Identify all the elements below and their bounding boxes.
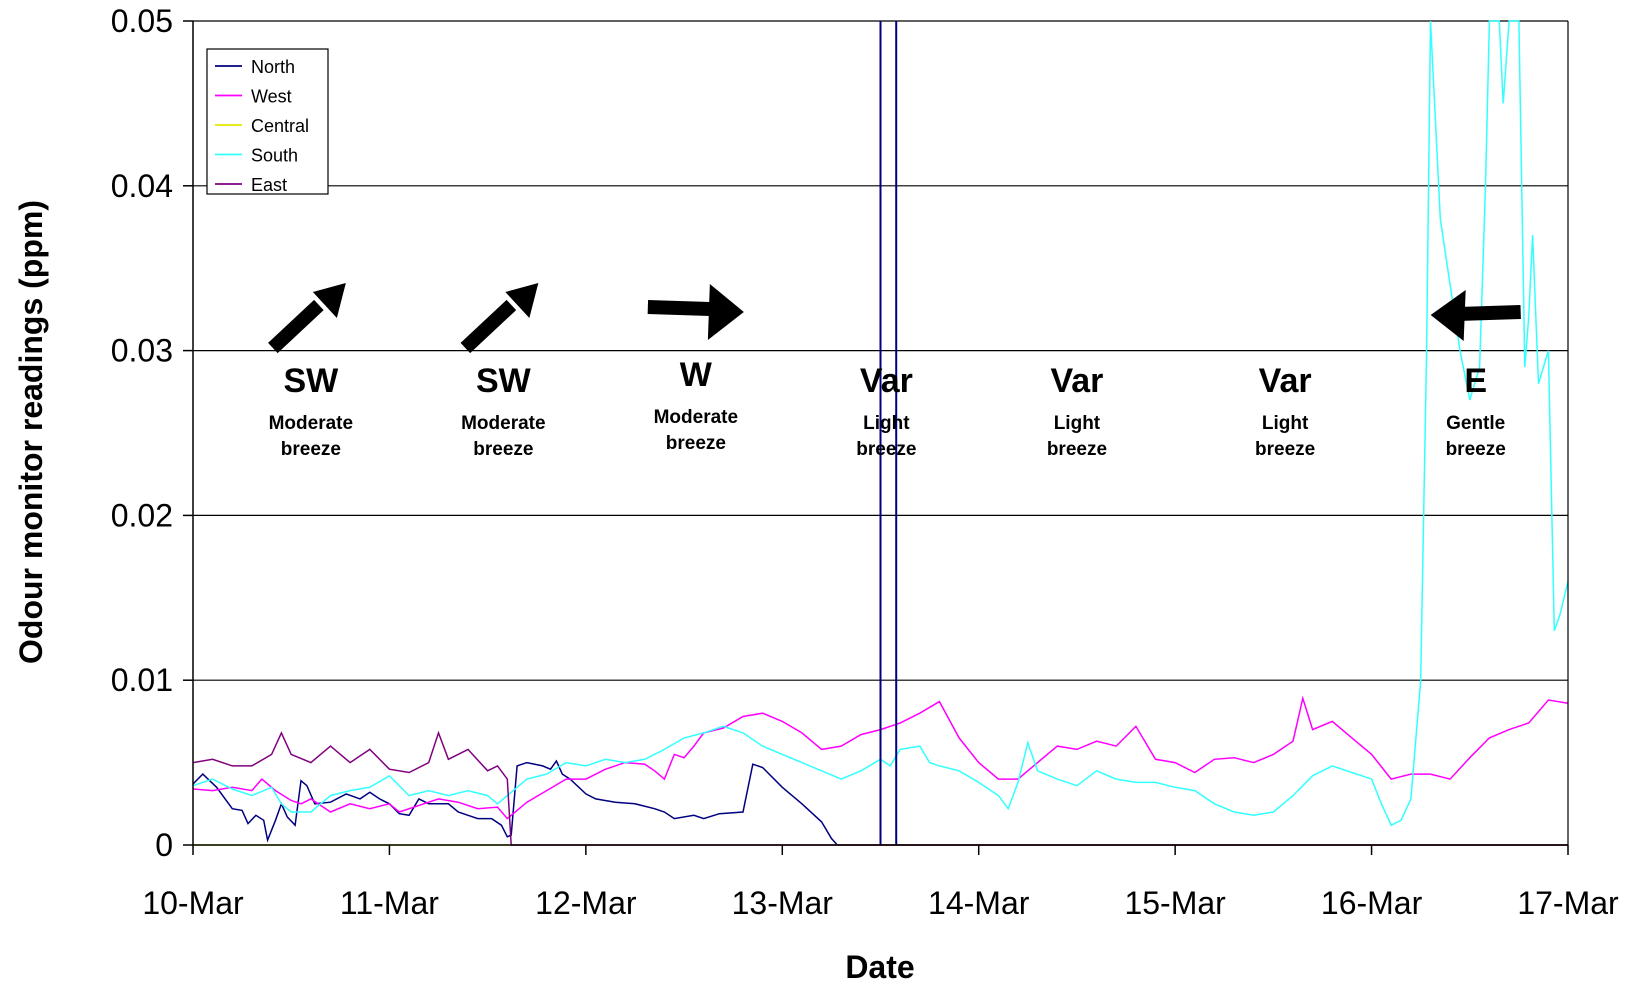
wind-description-line1: Light <box>863 413 910 434</box>
wind-annotation: Var Light breeze <box>1255 362 1315 460</box>
wind-arrow-shaft <box>647 300 711 316</box>
wind-description-line1: Gentle <box>1446 413 1505 434</box>
x-tick-label: 16-Mar <box>1321 885 1423 921</box>
x-tick-label: 10-Mar <box>142 885 244 921</box>
wind-description-line1: Light <box>1262 413 1309 434</box>
series-line-north <box>192 759 1568 846</box>
wind-description-line2: breeze <box>666 433 726 454</box>
y-axis-title: Odour monitor readings (ppm) <box>13 200 49 664</box>
series-line-west <box>192 695 1569 820</box>
legend-box <box>206 48 329 195</box>
legend-entry-north: North <box>251 57 295 77</box>
x-tick-label: 13-Mar <box>732 885 834 921</box>
wind-annotations: SW Moderate breeze SW Moderate breeze W Moderat… <box>268 283 1521 460</box>
wind-arrow-shaft <box>268 299 324 354</box>
x-tick-label: 14-Mar <box>928 885 1030 921</box>
wind-description-line2: breeze <box>1255 439 1315 460</box>
wind-direction-label: SW <box>476 362 532 400</box>
y-tick-label: 0.01 <box>111 662 173 698</box>
legend-entry-west: West <box>251 87 292 107</box>
wind-arrow-shaft <box>1457 305 1521 321</box>
legend-entry-central: Central <box>251 116 309 136</box>
y-tick-label: 0 <box>155 827 173 863</box>
wind-arrow-shaft <box>460 299 517 354</box>
wind-description-line1: Moderate <box>461 413 545 434</box>
wind-description-line2: breeze <box>1047 439 1107 460</box>
y-tick-label: 0.05 <box>111 3 173 39</box>
wind-annotation: SW Moderate breeze <box>268 283 353 460</box>
tick-labels: 0 0.01 0.02 0.03 0.04 0.05 10-Mar 11-Mar 12-Mar 1… <box>111 3 1619 921</box>
wind-description-line1: Light <box>1054 413 1101 434</box>
wind-direction-label: Var <box>1050 362 1103 400</box>
wind-annotation: Var Light breeze <box>1047 362 1107 460</box>
wind-direction-label: Var <box>860 362 913 400</box>
wind-arrow-head <box>1430 290 1466 341</box>
wind-annotation: W Moderate breeze <box>647 284 744 454</box>
wind-description-line2: breeze <box>281 439 341 460</box>
wind-direction-label: Var <box>1259 362 1312 400</box>
wind-direction-label: E <box>1464 362 1487 400</box>
y-tick-label: 0.02 <box>111 497 173 533</box>
x-axis-title: Date <box>845 949 914 985</box>
legend-entry-east: East <box>251 175 287 195</box>
wind-arrow-head <box>707 284 744 340</box>
legend-entry-south: South <box>251 146 298 166</box>
wind-annotation: SW Moderate breeze <box>460 283 546 460</box>
wind-annotation: E Gentle breeze <box>1430 290 1521 460</box>
legend: North West Central South East <box>206 48 329 195</box>
wind-direction-label: SW <box>283 362 339 400</box>
wind-description-line2: breeze <box>1446 439 1506 460</box>
wind-description-line1: Moderate <box>269 413 353 434</box>
wind-description-line2: breeze <box>856 439 916 460</box>
series-line-south <box>192 20 1569 827</box>
series-line-east <box>192 730 1568 846</box>
x-tick-label: 12-Mar <box>535 885 637 921</box>
wind-direction-label: W <box>680 356 713 394</box>
wind-annotation: Var Light breeze <box>856 362 916 460</box>
y-tick-label: 0.04 <box>111 168 173 204</box>
wind-arrow-head <box>312 283 346 318</box>
wind-description-line2: breeze <box>473 439 533 460</box>
axes <box>183 20 1569 855</box>
x-tick-label: 17-Mar <box>1517 885 1619 921</box>
wind-arrow-head <box>505 283 539 318</box>
wind-description-line1: Moderate <box>654 407 738 428</box>
vertical-markers <box>879 21 898 845</box>
y-tick-label: 0.03 <box>111 333 173 369</box>
x-tick-label: 11-Mar <box>340 885 439 921</box>
x-tick-label: 15-Mar <box>1124 885 1226 921</box>
